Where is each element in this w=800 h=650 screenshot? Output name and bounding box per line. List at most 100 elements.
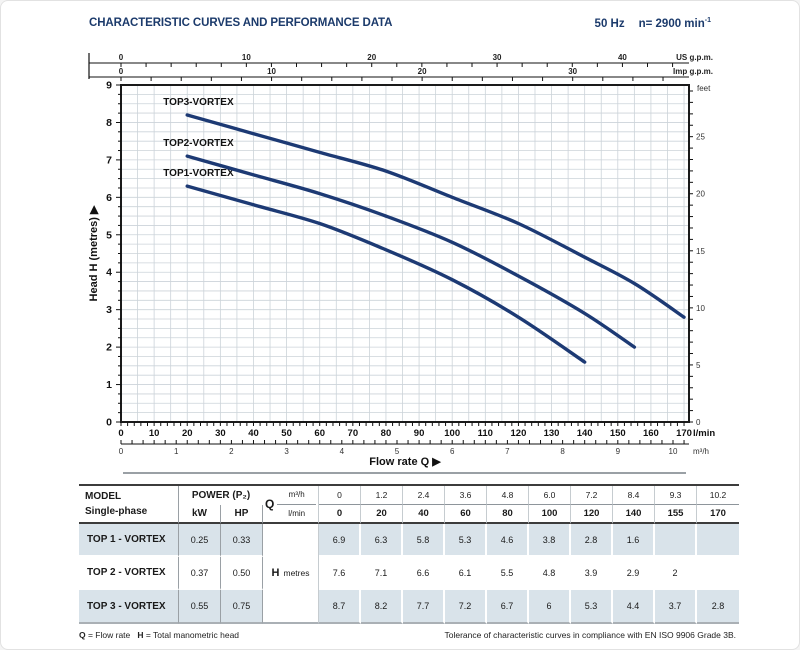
header-m3h-value: 0 [319,486,361,505]
metres-tick-label: 8 [106,117,112,129]
head-value-cell: 3.7 [655,590,697,624]
header-lmin-value: 170 [697,505,739,524]
head-value-cell: 5.8 [403,524,445,557]
performance-table: MODEL Single-phase POWER (P₂) kW HP Q m³… [79,484,739,624]
kw-header-cell: kW [179,505,221,524]
q-label: Q [265,497,275,511]
head-value-cell: 7.1 [361,557,403,590]
head-value-cell: 4.8 [529,557,571,590]
lmin-tick-label: 60 [314,428,325,439]
frequency-value: 50 Hz [594,17,625,30]
legend-h: H [137,630,144,640]
header-lmin-value: 60 [445,505,487,524]
kw-cell: 0.55 [179,590,221,624]
model-subheader: Single-phase [85,506,148,518]
imp-gpm-axis-tick-label: 30 [568,67,577,76]
m3h-tick-label: 10 [669,447,678,456]
m3h-tick-label: 7 [505,447,510,456]
m3h-tick-label: 3 [284,447,289,456]
model-cell: TOP 1 - VORTEX [79,524,179,557]
lmin-tick-label: 30 [215,428,226,439]
head-value-cell: 5.3 [445,524,487,557]
header-m3h-value: 2.4 [403,486,445,505]
header-m3h-value: 8.4 [613,486,655,505]
curve-top1-vortex [185,184,587,364]
m3h-tick-label: 2 [229,447,234,456]
y-axis-title: Head H (metres) ▶ [88,205,100,301]
header-m3h-value: 1.2 [361,486,403,505]
header-m3h-value: 7.2 [571,486,613,505]
header-lmin-value: 120 [571,505,613,524]
head-value-cell: 5.5 [487,557,529,590]
head-value-cell: 7.6 [319,557,361,590]
us-gpm-axis-tick-label: 30 [493,53,502,62]
hp-header-cell: HP [221,505,263,524]
lmin-tick-label: 10 [149,428,160,439]
legend-note: Q = Flow rate H = Total manometric head [79,630,240,640]
head-value-cell: 3.8 [529,524,571,557]
head-value-cell [655,524,697,557]
lmin-tick-label: 50 [281,428,292,439]
head-value-cell: 6.3 [361,524,403,557]
header-lmin-value: 0 [319,505,361,524]
model-cell: TOP 2 - VORTEX [79,557,179,590]
m3h-unit: m³/h [693,447,709,456]
feet-tick-label: 5 [696,361,701,370]
head-value-cell: 3.9 [571,557,613,590]
lmin-tick-label: 150 [610,428,626,439]
m3h-tick-label: 6 [450,447,455,456]
feet-tick-label: 20 [696,190,705,199]
head-value-cell: 2.9 [613,557,655,590]
us-gpm-axis-tick-label: 10 [242,53,251,62]
lmin-unit: l/min [693,428,715,439]
head-value-cell: 6.7 [487,590,529,624]
header-lmin-value: 20 [361,505,403,524]
curve-top3-vortex [185,113,686,319]
performance-chart: 0 10 20 30 40 US g.p.m.0 10 20 30 Imp g.p.m.0 10 20… [88,53,715,468]
h-unit: metres [283,568,310,578]
speed-value: n= 2900 min [638,17,705,30]
header-lmin-value: 100 [529,505,571,524]
metres-tick-label: 9 [106,80,112,92]
lmin-tick-label: 40 [248,428,259,439]
head-value-cell: 6.9 [319,524,361,557]
curve-top2-vortex [185,154,637,349]
m3h-tick-label: 5 [395,447,400,456]
head-value-cell: 8.2 [361,590,403,624]
imp-gpm-axis-tick-label: 20 [418,67,427,76]
head-value-cell: 5.3 [571,590,613,624]
metres-tick-label: 5 [106,229,112,241]
feet-tick-label: 10 [696,304,705,313]
flow-header-cell: Q m³/h l/min [263,486,319,524]
lmin-tick-label: 110 [478,428,493,439]
lmin-unit-label: l/min [288,508,306,518]
us-gpm-axis-unit: US g.p.m. [676,53,713,62]
us-gpm-axis-tick-label: 0 [119,53,124,62]
head-value-cell: 1.6 [613,524,655,557]
metres-tick-label: 7 [106,154,112,166]
metres-tick-label: 1 [106,379,112,391]
lmin-tick-label: 80 [381,428,392,439]
header-lmin-value: 80 [487,505,529,524]
imp-gpm-axis-tick-label: 10 [267,67,276,76]
lmin-tick-label: 160 [643,428,659,439]
head-value-cell: 2 [655,557,697,590]
m3h-tick-label: 1 [174,447,179,456]
curve-label-top2-vortex: TOP2-VORTEX [163,138,234,149]
frequency-speed-label: 50 Hz n= 2900 min-1 [595,17,711,30]
us-gpm-axis-tick-label: 20 [367,53,376,62]
imp-gpm-axis-unit: Imp g.p.m. [673,67,713,76]
head-unit-cell: H metres [263,524,319,624]
hp-cell: 0.33 [221,524,263,557]
metres-tick-label: 2 [106,342,112,354]
metres-tick-label: 6 [106,192,112,204]
m3h-tick-label: 8 [560,447,565,456]
lmin-tick-label: 170 [676,428,692,439]
header-lmin-value: 140 [613,505,655,524]
m3h-tick-label: 4 [340,447,345,456]
m3h-tick-label: 0 [119,447,124,456]
curve-label-top1-vortex: TOP1-VORTEX [163,168,234,179]
header-m3h-value: 3.6 [445,486,487,505]
curve-label-top3-vortex: TOP3-VORTEX [163,97,234,108]
